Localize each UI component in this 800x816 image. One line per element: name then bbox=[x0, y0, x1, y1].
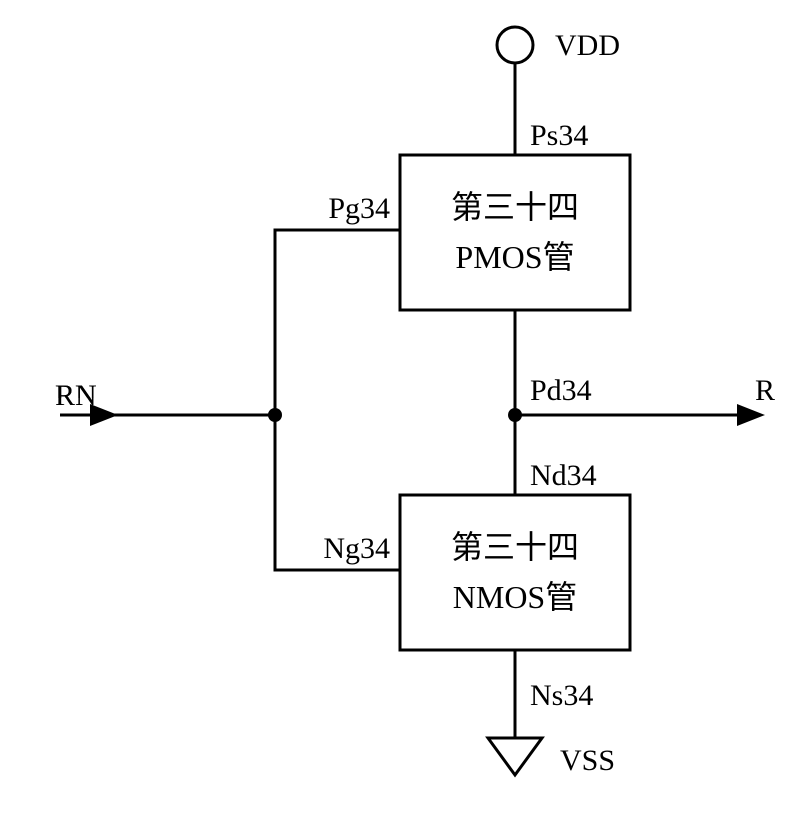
rn-arrow-icon bbox=[90, 404, 118, 426]
wire-split-pg34 bbox=[275, 230, 400, 415]
r-label: R bbox=[755, 374, 775, 407]
r-arrow-icon bbox=[737, 404, 765, 426]
wire-split-ng34 bbox=[275, 415, 400, 570]
